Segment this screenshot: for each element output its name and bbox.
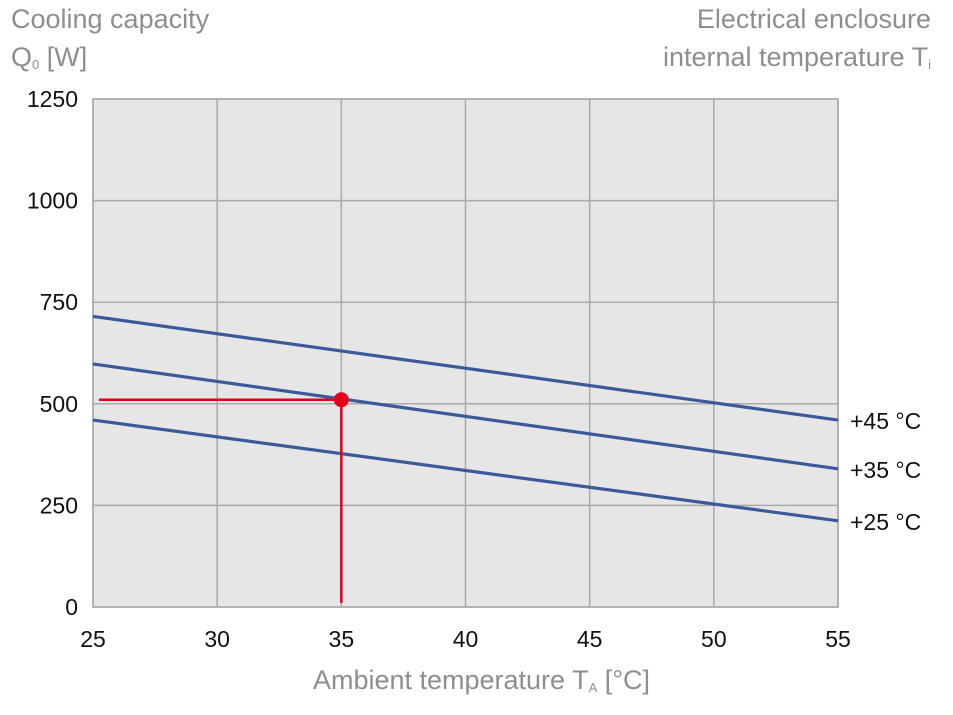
x-axis-title: Ambient temperature TA [°C]	[0, 665, 953, 695]
x-tick-label-50: 50	[701, 626, 727, 652]
y-tick-label-0: 0	[65, 594, 78, 620]
legend-title-symbol: internal temperature T	[662, 42, 929, 72]
x-tick-label-30: 30	[204, 626, 230, 652]
y-axis-unit: [W]	[39, 42, 88, 72]
y-tick-labels: 0 250 500 750 1000 1250	[27, 86, 78, 620]
series-labels: +45 °C +35 °C +25 °C	[850, 408, 921, 535]
x-tick-labels: 25 30 35 40 45 50 55	[80, 626, 851, 652]
x-tick-label-55: 55	[825, 626, 851, 652]
y-axis-symbol-subscript: 0	[32, 57, 40, 72]
series-line-0	[92, 314, 839, 422]
y-tick-label-250: 250	[40, 492, 78, 518]
x-tick-label-35: 35	[329, 626, 355, 652]
grid-lines	[92, 98, 839, 608]
y-axis-symbol: Q	[11, 42, 33, 72]
y-tick-label-750: 750	[40, 289, 78, 315]
y-tick-label-1000: 1000	[27, 188, 78, 214]
reading-marker	[99, 392, 349, 603]
series-label-1: +35 °C	[850, 457, 921, 483]
x-tick-label-25: 25	[80, 626, 106, 652]
series-label-0: +45 °C	[850, 408, 921, 434]
legend-title-line2: internal temperature Ti	[662, 42, 931, 72]
series-label-2: +25 °C	[850, 509, 921, 535]
x-axis-title-text: Ambient temperature T	[312, 665, 589, 695]
x-axis-unit: [°C]	[597, 665, 651, 695]
x-axis-title-subscript: A	[588, 680, 598, 695]
x-tick-label-40: 40	[453, 626, 479, 652]
y-axis-title: Cooling capacity Q0 [W]	[11, 4, 210, 72]
y-axis-title-line2: Q0 [W]	[11, 42, 209, 72]
series-line-1	[92, 362, 839, 471]
legend-title-line1: Electrical enclosure	[696, 4, 931, 34]
x-tick-label-45: 45	[577, 626, 603, 652]
marker-point	[333, 392, 349, 408]
y-tick-label-500: 500	[40, 391, 78, 417]
legend-title-subscript: i	[928, 57, 931, 72]
legend-title: Electrical enclosure internal temperatur…	[662, 4, 931, 72]
series-line-2	[92, 418, 839, 523]
y-axis-title-line1: Cooling capacity	[11, 4, 210, 34]
y-tick-label-1250: 1250	[27, 86, 78, 112]
series-lines	[92, 314, 839, 523]
